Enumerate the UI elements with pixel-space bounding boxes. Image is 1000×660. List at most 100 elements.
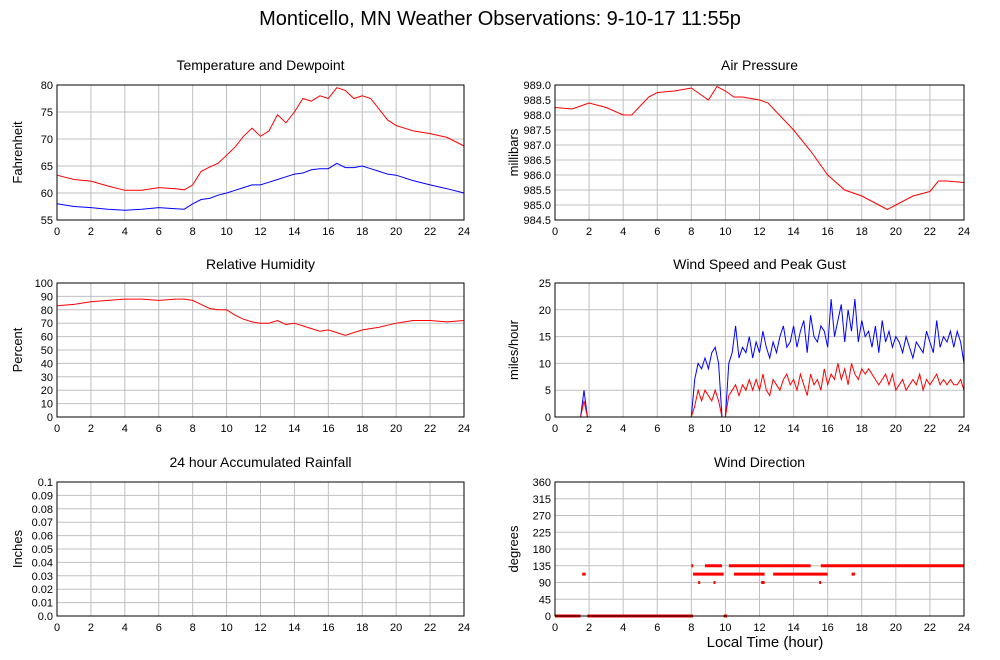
y-tick-label: 0.0 — [38, 611, 53, 623]
y-tick-label: 10 — [539, 358, 551, 370]
y-tick-label: 70 — [41, 318, 53, 330]
x-tick-label: 0 — [552, 423, 558, 435]
y-tick-label: 50 — [41, 345, 53, 357]
x-tick-label: 10 — [220, 226, 232, 238]
x-axis-label: Local Time (hour) — [706, 634, 824, 651]
y-tick-label: 0 — [545, 412, 551, 424]
y-tick-label: 60 — [41, 188, 53, 200]
x-tick-label: 16 — [822, 622, 834, 634]
y-tick-label: 0.04 — [32, 557, 53, 569]
x-tick-label: 12 — [753, 423, 765, 435]
y-tick-label: 80 — [41, 305, 53, 317]
x-tick-label: 12 — [753, 226, 765, 238]
x-tick-label: 2 — [586, 226, 592, 238]
x-tick-label: 22 — [924, 423, 936, 435]
x-tick-label: 8 — [688, 622, 694, 634]
data-point — [582, 572, 586, 576]
y-axis-label: Fahrenheit — [10, 121, 25, 184]
panel-title: Wind Speed and Peak Gust — [673, 256, 846, 272]
x-tick-label: 12 — [254, 423, 266, 435]
y-tick-label: 987.0 — [523, 140, 551, 152]
x-tick-label: 0 — [552, 226, 558, 238]
x-tick-label: 18 — [856, 226, 868, 238]
y-tick-label: 20 — [539, 305, 551, 317]
x-tick-label: 24 — [458, 622, 470, 634]
x-tick-label: 14 — [787, 226, 799, 238]
x-tick-label: 0 — [54, 226, 60, 238]
y-tick-label: 20 — [41, 385, 53, 397]
x-tick-label: 2 — [88, 226, 94, 238]
chart-rain: 0 2 4 6 8 10 12 14 16 18 20 22 240.00.010.020.030.04… — [10, 454, 470, 634]
plot-frame — [554, 481, 965, 617]
x-tick-label: 12 — [753, 622, 765, 634]
x-tick-label: 2 — [586, 423, 592, 435]
page-title: Monticello, MN Weather Observations: 9-1… — [259, 8, 741, 30]
x-tick-label: 20 — [890, 423, 902, 435]
x-tick-label: 4 — [122, 423, 128, 435]
data-point — [773, 572, 828, 576]
y-axis-label: Percent — [10, 327, 25, 372]
y-tick-label: 360 — [533, 477, 551, 489]
x-tick-label: 20 — [890, 226, 902, 238]
y-tick-label: 984.5 — [523, 215, 551, 227]
x-tick-label: 22 — [924, 622, 936, 634]
panel-title: Relative Humidity — [206, 256, 315, 272]
x-tick-label: 6 — [156, 226, 162, 238]
plot-frame — [56, 481, 465, 617]
y-tick-label: 15 — [539, 332, 551, 344]
x-tick-label: 8 — [190, 423, 196, 435]
x-tick-label: 6 — [654, 622, 660, 634]
y-tick-label: 225 — [533, 527, 551, 539]
x-tick-label: 4 — [620, 423, 626, 435]
y-tick-label: 0.03 — [32, 571, 53, 583]
y-tick-label: 988.0 — [523, 110, 551, 122]
x-tick-label: 6 — [156, 423, 162, 435]
x-tick-label: 10 — [719, 423, 731, 435]
y-tick-label: 0 — [545, 611, 551, 623]
y-axis-label: miles/hour — [506, 319, 521, 380]
y-tick-label: 0.09 — [32, 490, 53, 502]
data-point — [819, 581, 822, 584]
plot-frame — [56, 84, 465, 221]
x-tick-label: 8 — [190, 226, 196, 238]
data-point — [733, 572, 765, 576]
y-tick-label: 100 — [35, 278, 53, 290]
data-point — [698, 581, 701, 584]
x-tick-label: 24 — [958, 622, 970, 634]
data-point — [728, 564, 811, 568]
x-tick-label: 4 — [122, 622, 128, 634]
y-tick-label: 985.5 — [523, 185, 551, 197]
y-tick-label: 10 — [41, 399, 53, 411]
x-tick-label: 22 — [924, 226, 936, 238]
x-tick-label: 4 — [620, 226, 626, 238]
x-tick-label: 24 — [458, 226, 470, 238]
x-tick-label: 14 — [787, 622, 799, 634]
panel-title: Temperature and Dewpoint — [176, 57, 344, 73]
x-tick-label: 6 — [654, 423, 660, 435]
y-tick-label: 0.01 — [32, 598, 53, 610]
series-line-1 — [554, 85, 965, 211]
plot-frame — [554, 282, 965, 418]
y-tick-label: 60 — [41, 332, 53, 344]
x-tick-label: 24 — [458, 423, 470, 435]
y-tick-label: 90 — [539, 578, 551, 590]
y-axis-label: millibars — [506, 128, 521, 176]
y-tick-label: 0.05 — [32, 544, 53, 556]
x-tick-label: 2 — [88, 622, 94, 634]
series-line-1 — [56, 87, 465, 191]
x-tick-label: 16 — [822, 423, 834, 435]
data-point — [713, 581, 716, 584]
x-tick-label: 10 — [220, 622, 232, 634]
y-tick-label: 270 — [533, 511, 551, 523]
panel-title: Wind Direction — [714, 454, 805, 470]
x-tick-label: 18 — [856, 423, 868, 435]
x-tick-label: 24 — [958, 226, 970, 238]
y-tick-label: 985.0 — [523, 200, 551, 212]
x-tick-label: 20 — [390, 622, 402, 634]
y-tick-label: 25 — [539, 278, 551, 290]
x-tick-label: 6 — [156, 622, 162, 634]
x-tick-label: 8 — [190, 622, 196, 634]
x-tick-label: 4 — [620, 622, 626, 634]
x-tick-label: 0 — [54, 622, 60, 634]
